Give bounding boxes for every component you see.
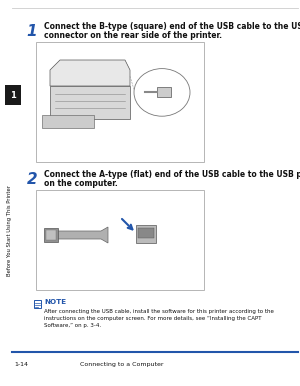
Polygon shape: [48, 227, 108, 243]
Bar: [50, 86, 130, 119]
Bar: [46, 230, 56, 240]
Ellipse shape: [134, 69, 190, 116]
Text: connector on the rear side of the printer.: connector on the rear side of the printe…: [44, 31, 222, 40]
Text: Connect the A-type (flat) end of the USB cable to the USB port: Connect the A-type (flat) end of the USB…: [44, 170, 300, 179]
Polygon shape: [42, 115, 94, 128]
Text: on the computer.: on the computer.: [44, 179, 118, 188]
Bar: [34, 300, 41, 308]
Bar: [36, 190, 204, 290]
Text: 1-14: 1-14: [14, 362, 28, 367]
Bar: [136, 225, 156, 243]
Text: 1: 1: [10, 90, 16, 100]
Text: Before You Start Using This Printer: Before You Start Using This Printer: [8, 185, 13, 276]
Bar: [44, 228, 58, 242]
Text: Software,” on p. 3-4.: Software,” on p. 3-4.: [44, 323, 101, 328]
Text: NOTE: NOTE: [44, 299, 66, 305]
Text: After connecting the USB cable, install the software for this printer according : After connecting the USB cable, install …: [44, 309, 274, 314]
Bar: [138, 228, 154, 238]
Text: instructions on the computer screen. For more details, see “Installing the CAPT: instructions on the computer screen. For…: [44, 316, 262, 321]
Text: Connect the B-type (square) end of the USB cable to the USB: Connect the B-type (square) end of the U…: [44, 22, 300, 31]
Bar: [36, 42, 204, 162]
Text: 2: 2: [27, 172, 37, 187]
Polygon shape: [50, 60, 130, 86]
Bar: [157, 87, 171, 97]
Text: 1: 1: [27, 24, 37, 39]
Bar: [5, 85, 21, 105]
Text: Connecting to a Computer: Connecting to a Computer: [80, 362, 164, 367]
